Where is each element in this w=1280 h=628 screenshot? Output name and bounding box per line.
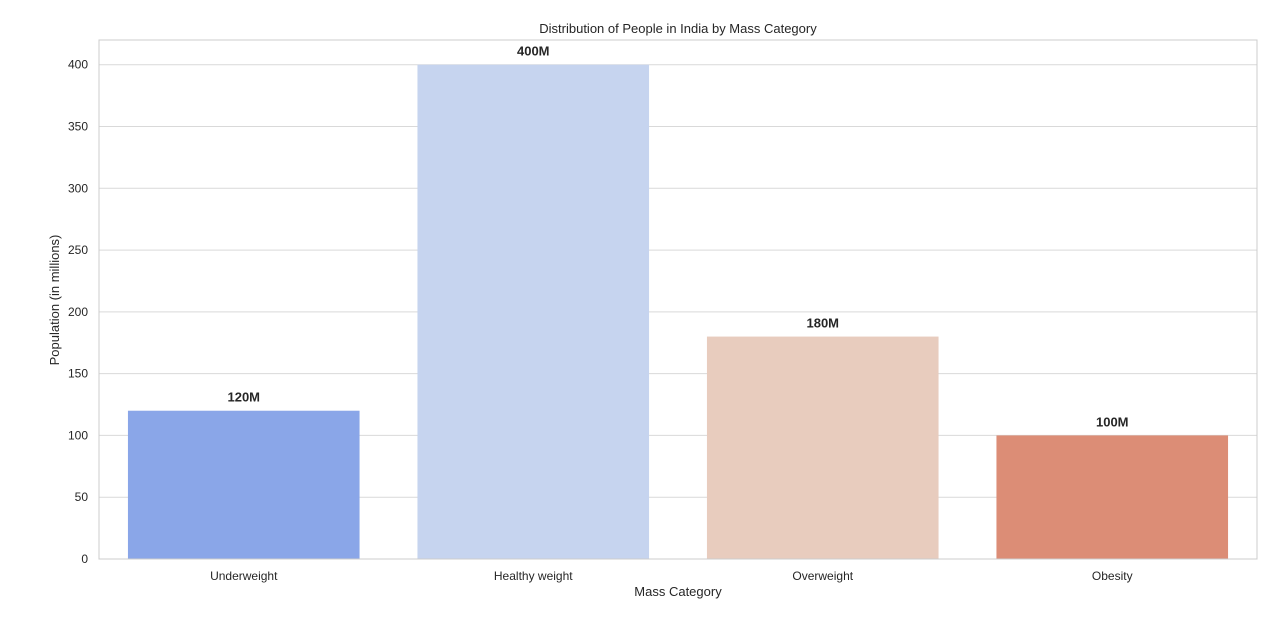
- y-axis-ticks: 0 50 100 150 200 250 300 350 400: [68, 58, 88, 566]
- y-tick-label: 350: [68, 120, 88, 134]
- bar-underweight: [127, 410, 360, 559]
- x-tick-label: Underweight: [210, 569, 278, 583]
- bar-value-label: 400M: [517, 44, 550, 59]
- bar-overweight: [706, 336, 939, 559]
- x-axis-ticks: Underweight Healthy weight Overweight Obesi…: [210, 569, 1133, 583]
- plot-frame: [98, 39, 1258, 560]
- x-tick-label: Obesity: [1092, 569, 1133, 583]
- data-labels: 120M 400M 180M 100M: [227, 44, 1128, 430]
- x-axis-label: Mass Category: [634, 584, 722, 599]
- y-tick-label: 300: [68, 181, 88, 195]
- chart-title: Distribution of People in India by Mass …: [539, 21, 817, 36]
- y-tick-label: 100: [68, 428, 88, 442]
- y-tick-label: 150: [68, 367, 88, 381]
- y-tick-label: 400: [68, 58, 88, 72]
- bar-obesity: [996, 435, 1229, 559]
- bar-healthy-weight: [417, 64, 650, 559]
- bars: [127, 64, 1229, 559]
- y-tick-label: 50: [75, 490, 89, 504]
- bar-value-label: 180M: [806, 316, 839, 331]
- y-tick-label: 250: [68, 243, 88, 257]
- y-axis-label: Population (in millions): [47, 235, 62, 366]
- x-tick-label: Healthy weight: [494, 569, 573, 583]
- x-tick-label: Overweight: [792, 569, 853, 583]
- y-tick-label: 200: [68, 305, 88, 319]
- bar-value-label: 120M: [227, 390, 260, 405]
- y-tick-label: 0: [81, 552, 88, 566]
- bar-value-label: 100M: [1096, 414, 1129, 429]
